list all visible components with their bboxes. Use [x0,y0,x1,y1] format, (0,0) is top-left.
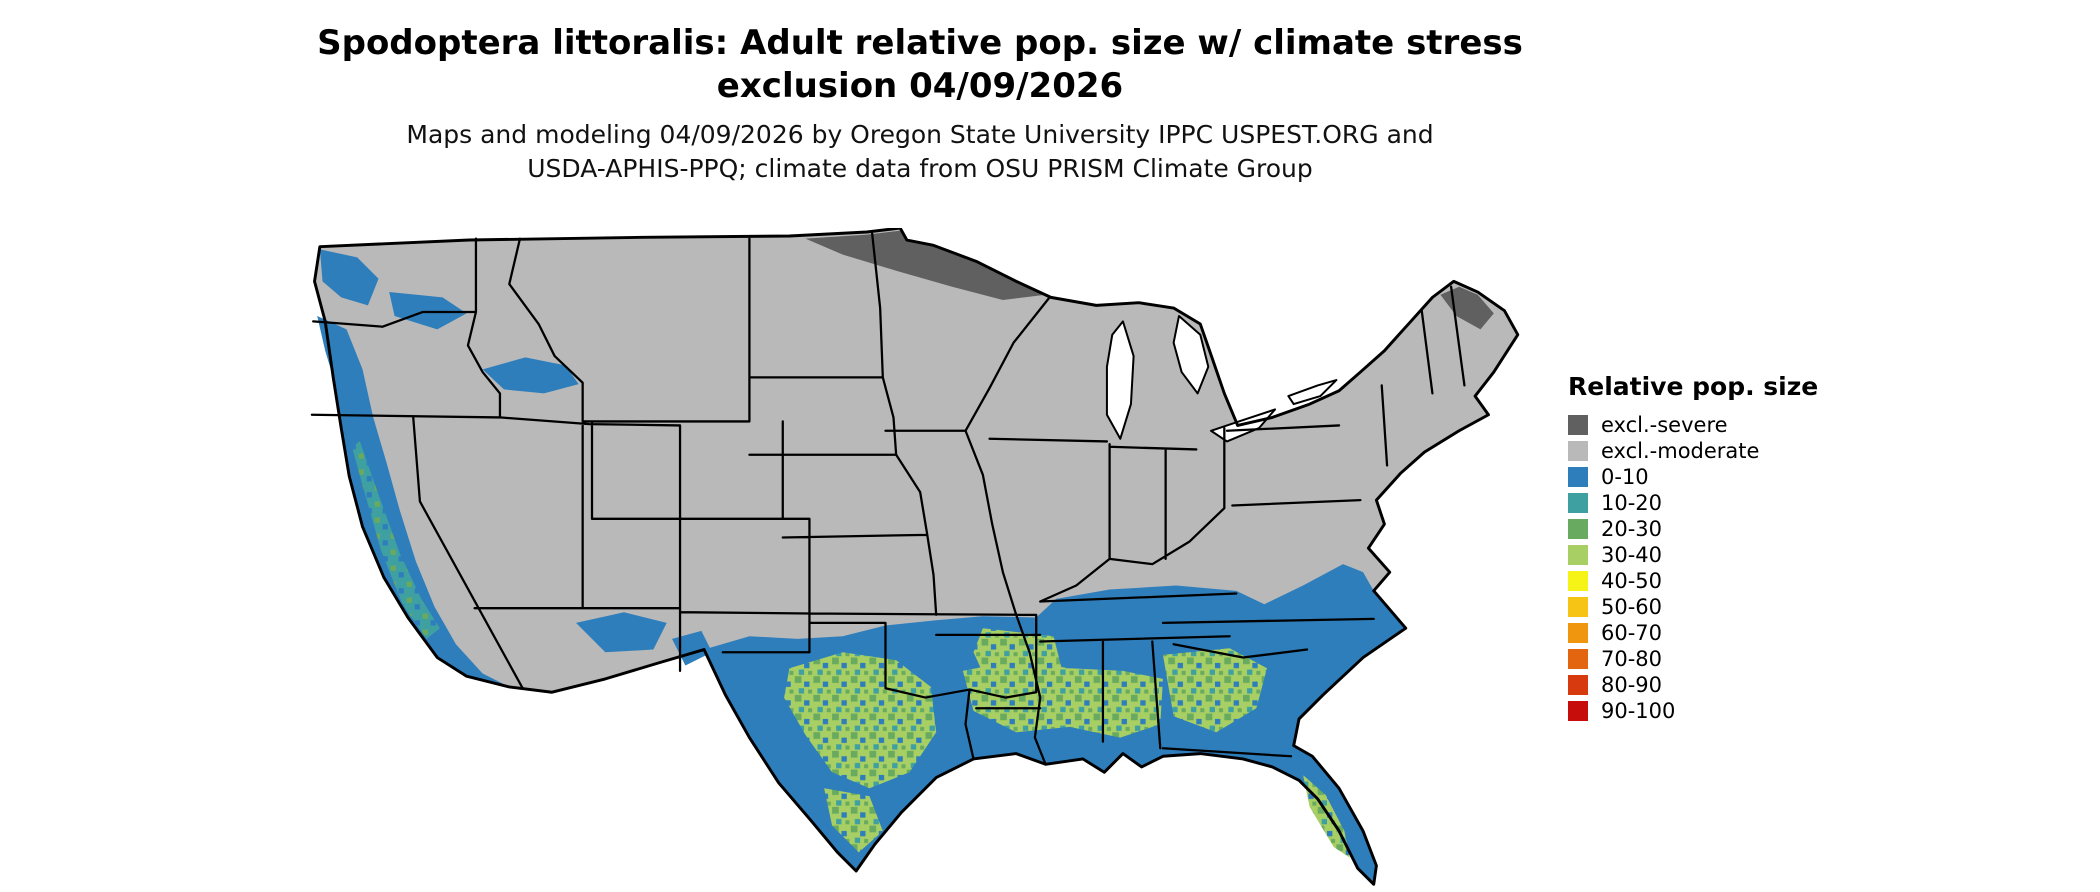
legend-label: 60-70 [1601,621,1663,645]
legend-title: Relative pop. size [1568,372,1819,401]
region-0-10-snake-plain [482,357,579,394]
legend-item-0-10: 0-10 [1568,465,1928,489]
legend-swatch [1568,493,1588,513]
speckle-south-texas [824,788,883,853]
legend-label: 10-20 [1601,491,1663,515]
legend-label: excl.-severe [1601,413,1728,437]
legend-item-excl-severe: excl.-severe [1568,413,1928,437]
legend-item-50-60: 50-60 [1568,595,1928,619]
legend-label: 80-90 [1601,673,1663,697]
figure-title-line1: Spodoptera littoralis: Adult relative po… [317,23,1523,63]
legend-label: excl.-moderate [1601,439,1760,463]
figure-title-line2: exclusion 04/09/2026 [716,65,1124,106]
region-excl-severe-maine [1440,286,1494,330]
figure-subtitle-line2: USDA-APHIS-PPQ; climate data from OSU PR… [527,153,1313,183]
us-map [308,228,1527,887]
legend-label: 90-100 [1601,699,1676,723]
region-10-40-speckle [351,441,1350,858]
legend-swatch [1568,571,1588,591]
legend-label: 0-10 [1601,465,1649,489]
figure-title: Spodoptera littoralis: Adult relative po… [0,22,1840,107]
region-excl-severe-minnesota [805,230,1046,301]
legend-label: 70-80 [1601,647,1663,671]
legend-swatch [1568,623,1588,643]
legend-item-30-40: 30-40 [1568,543,1928,567]
legend-item-40-50: 40-50 [1568,569,1928,593]
legend-label: 40-50 [1601,569,1663,593]
speckle-central-valley [351,441,440,639]
legend-item-10-20: 10-20 [1568,491,1928,515]
legend-swatch [1568,701,1588,721]
us-map-svg [310,228,1520,886]
lake-michigan [1105,320,1135,440]
lake-huron [1172,315,1210,395]
speckle-georgia [1162,648,1268,733]
legend-swatch [1568,441,1588,461]
legend-item-70-80: 70-80 [1568,647,1928,671]
region-0-10-pacific-coast [317,316,510,687]
legend-item-20-30: 20-30 [1568,517,1928,541]
legend: Relative pop. size excl.-severe excl.-mo… [1568,372,1928,727]
legend-item-80-90: 80-90 [1568,673,1928,697]
legend-swatch [1568,415,1588,435]
legend-swatch [1568,675,1588,695]
legend-swatch [1568,519,1588,539]
region-0-10-arizona [575,612,667,653]
lake-ontario [1287,379,1338,406]
figure-subtitle-line1: Maps and modeling 04/09/2026 by Oregon S… [406,120,1434,149]
legend-swatch [1568,649,1588,669]
region-excl-severe [805,230,1494,330]
legend-item-90-100: 90-100 [1568,699,1928,723]
legend-swatch [1568,545,1588,565]
legend-item-excl-moderate: excl.-moderate [1568,439,1928,463]
region-0-10-puget-sound [319,249,379,306]
region-0-10-columbia-basin [389,292,467,330]
legend-item-60-70: 60-70 [1568,621,1928,645]
state-boundaries [310,232,1466,766]
us-outline [313,228,1520,886]
legend-swatch [1568,467,1588,487]
legend-swatch [1568,597,1588,617]
legend-label: 20-30 [1601,517,1663,541]
speckle-central-texas [784,652,937,789]
speckle-gulf-states [962,660,1163,738]
figure-subtitle: Maps and modeling 04/09/2026 by Oregon S… [0,118,1840,186]
legend-label: 30-40 [1601,543,1663,567]
legend-label: 50-60 [1601,595,1663,619]
